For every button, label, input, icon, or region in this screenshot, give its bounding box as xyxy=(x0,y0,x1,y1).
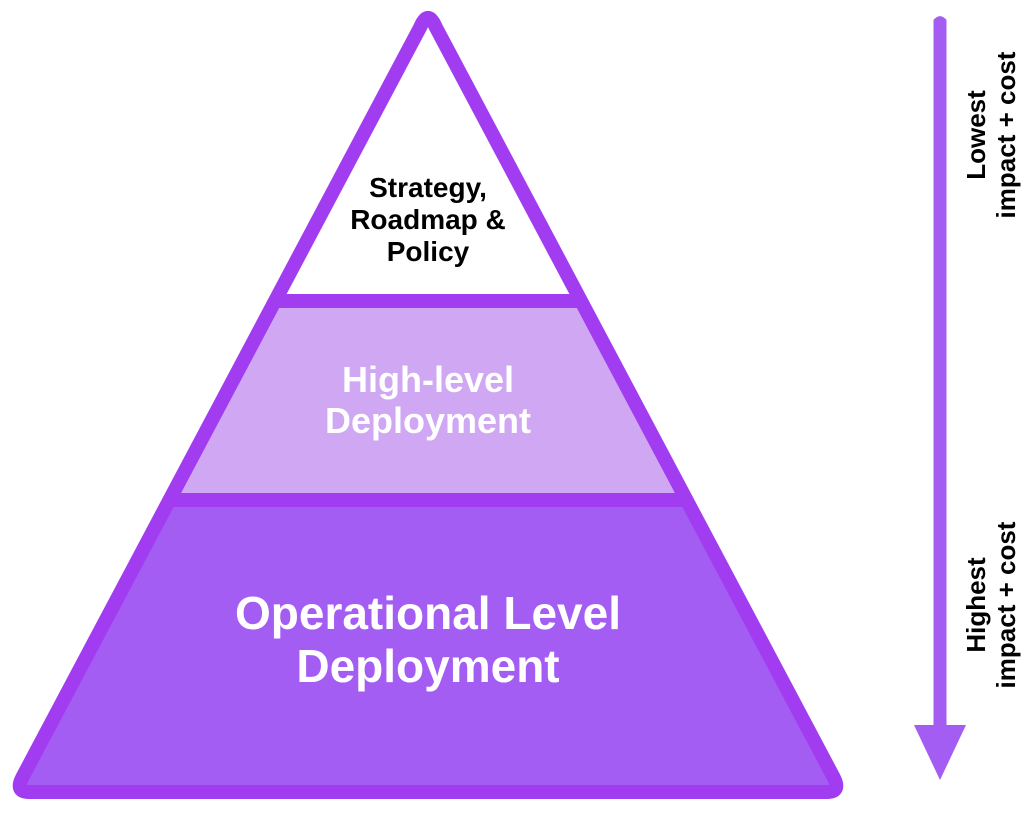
arrow-label-bottom: Highest impact + cost xyxy=(962,455,1022,755)
pyramid-label-top: Strategy, Roadmap & Policy xyxy=(300,155,556,285)
diagram-stage: Strategy, Roadmap & Policy High-level Dep… xyxy=(0,0,1024,819)
down-arrow-icon xyxy=(914,16,966,780)
arrow-label-top: Lowest impact + cost xyxy=(962,0,1022,285)
pyramid-label-bottom: Operational Level Deployment xyxy=(118,560,738,720)
pyramid-label-middle: High-level Deployment xyxy=(228,335,628,465)
